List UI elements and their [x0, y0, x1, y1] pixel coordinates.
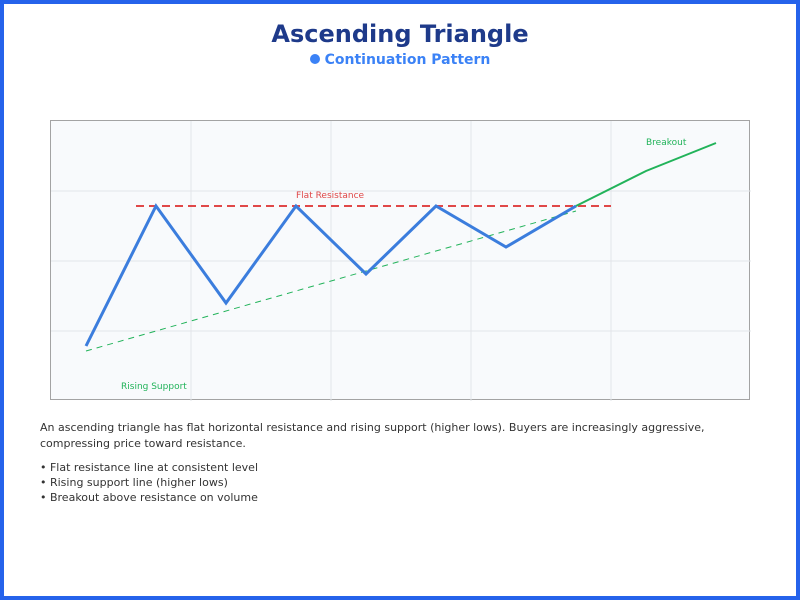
- support-label: Rising Support: [121, 382, 187, 392]
- list-item: • Flat resistance line at consistent lev…: [40, 461, 259, 474]
- pattern-chart: Flat Resistance Rising Support Breakout: [50, 120, 751, 401]
- chart-svg: Flat Resistance Rising Support Breakout: [51, 121, 751, 401]
- bullet-dot-icon: [309, 54, 320, 64]
- page-subtitle: Continuation Pattern: [0, 52, 800, 68]
- description-text: An ascending triangle has flat horizonta…: [40, 421, 705, 450]
- list-item: • Breakout above resistance on volume: [40, 491, 258, 504]
- resistance-label: Flat Resistance: [296, 191, 365, 201]
- breakout-line: [575, 142, 717, 207]
- feature-list: • Flat resistance line at consistent lev…: [40, 460, 258, 505]
- support-line: [85, 210, 577, 352]
- subtitle-text: Continuation Pattern: [324, 52, 491, 68]
- breakout-label: Breakout: [646, 138, 687, 148]
- list-item: • Rising support line (higher lows): [40, 476, 228, 489]
- page-title: Ascending Triangle: [271, 20, 529, 48]
- price-line: [84, 203, 577, 347]
- grid-lines: [51, 121, 751, 401]
